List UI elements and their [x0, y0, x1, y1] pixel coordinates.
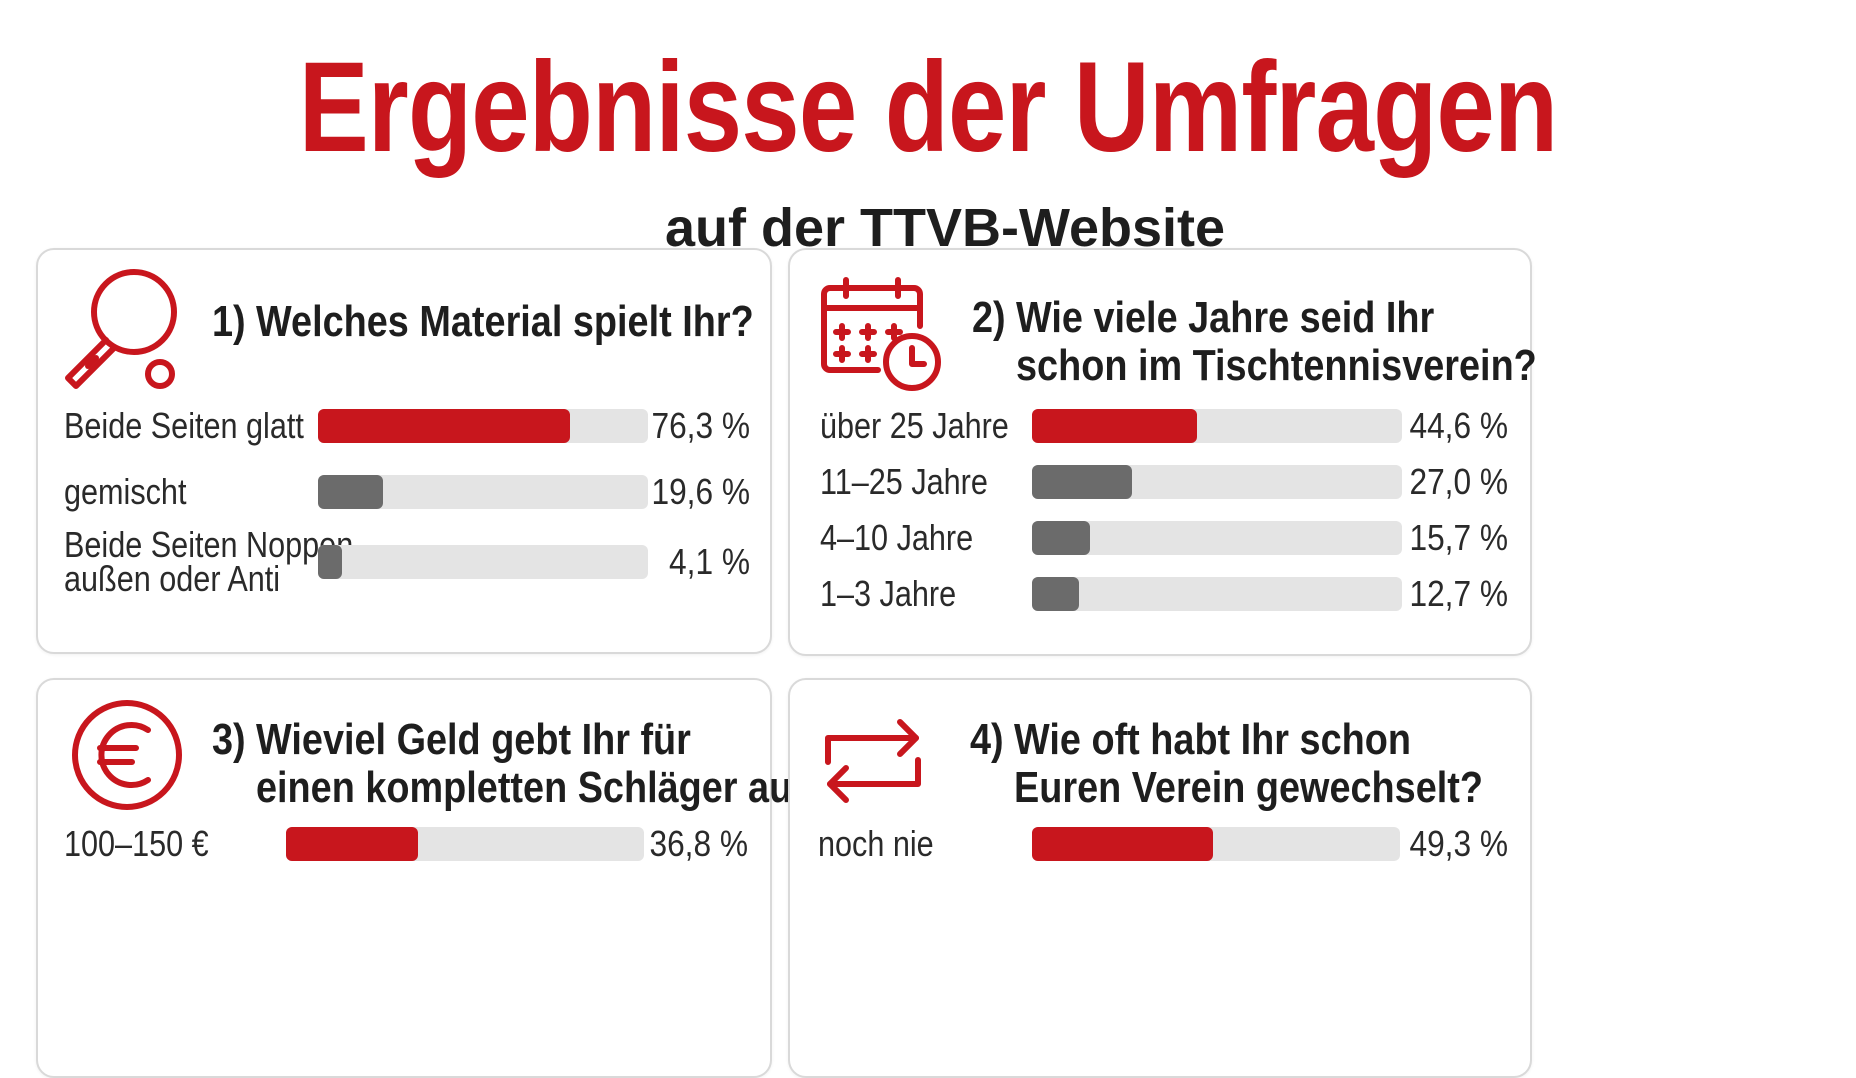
bar-value-label: 49,3 %: [1409, 823, 1508, 864]
bar-label: 4–10 Jahre: [820, 517, 974, 558]
bar-fill: [318, 545, 342, 579]
bar-value-label: 36,8 %: [649, 823, 748, 864]
bar-value-label: 15,7 %: [1409, 517, 1508, 558]
bar-fill: [1032, 521, 1091, 555]
question-line-1: Welches Material spielt Ihr?: [256, 297, 754, 346]
bar-track: [1032, 409, 1402, 443]
bar-label: 100–150 €: [64, 823, 209, 864]
bar-fill: [318, 409, 570, 443]
bar-value-label: 27,0 %: [1409, 461, 1508, 502]
bar-track: [318, 545, 648, 579]
bar-fill: [1032, 465, 1132, 499]
question-line-2: Euren Verein gewechselt?: [1014, 763, 1483, 812]
survey-card-club-change: 4) Wie oft habt Ihr schon Euren Verein g…: [788, 678, 1532, 1078]
bar-track: [1032, 827, 1400, 861]
bar-fill: [318, 475, 383, 509]
question-line-1: Wie viele Jahre seid Ihr: [1016, 293, 1435, 342]
calendar-clock-icon: [821, 277, 941, 391]
bar-track: [318, 475, 648, 509]
question-line-2: einen kompletten Schläger aus?: [256, 763, 837, 812]
question-line-2: schon im Tischtennisverein?: [1016, 341, 1537, 390]
euro-icon: [72, 700, 182, 810]
survey-card-material: 1) Welches Material spielt Ihr? Beide Se…: [36, 248, 772, 654]
ping-pong-paddle-icon: [65, 269, 177, 389]
bar-track: [1032, 577, 1402, 611]
bar-label: außen oder Anti: [64, 558, 281, 599]
bar-label: gemischt: [64, 471, 187, 512]
bar-fill: [286, 827, 418, 861]
question-number: 3): [212, 715, 246, 764]
bar-value-label: 12,7 %: [1409, 573, 1508, 614]
bar-track: [1032, 465, 1402, 499]
swap-arrows-icon: [825, 719, 921, 803]
bar-track: [286, 827, 644, 861]
bar-value-label: 76,3 %: [651, 405, 750, 446]
bar-fill: [1032, 409, 1198, 443]
bar-track: [318, 409, 648, 443]
question-line-1: Wie oft habt Ihr schon: [1014, 715, 1411, 764]
bar-value-label: 44,6 %: [1409, 405, 1508, 446]
question-number: 2): [972, 293, 1006, 342]
bar-track: [1032, 521, 1402, 555]
bar-fill: [1032, 827, 1214, 861]
survey-card-years: 2) Wie viele Jahre seid Ihr schon im Tis…: [788, 248, 1537, 656]
question-line-1: Wieviel Geld gebt Ihr für: [256, 715, 691, 764]
bar-label: noch nie: [818, 823, 934, 864]
bar-value-label: 4,1 %: [668, 541, 750, 582]
bar-label: Beide Seiten Noppen: [64, 524, 354, 565]
question-number: 1): [212, 297, 246, 346]
bar-label: Beide Seiten glatt: [64, 405, 304, 446]
bar-label: über 25 Jahre: [820, 405, 1009, 446]
bar-value-label: 19,6 %: [651, 471, 750, 512]
bar-label: 11–25 Jahre: [820, 461, 988, 502]
bar-fill: [1032, 577, 1079, 611]
question-number: 4): [970, 715, 1004, 764]
survey-card-money: 3) Wieviel Geld gebt Ihr für einen kompl…: [36, 678, 836, 1078]
page-title: Ergebnisse der Umfragen: [298, 36, 1558, 179]
bar-label: 1–3 Jahre: [820, 573, 957, 614]
